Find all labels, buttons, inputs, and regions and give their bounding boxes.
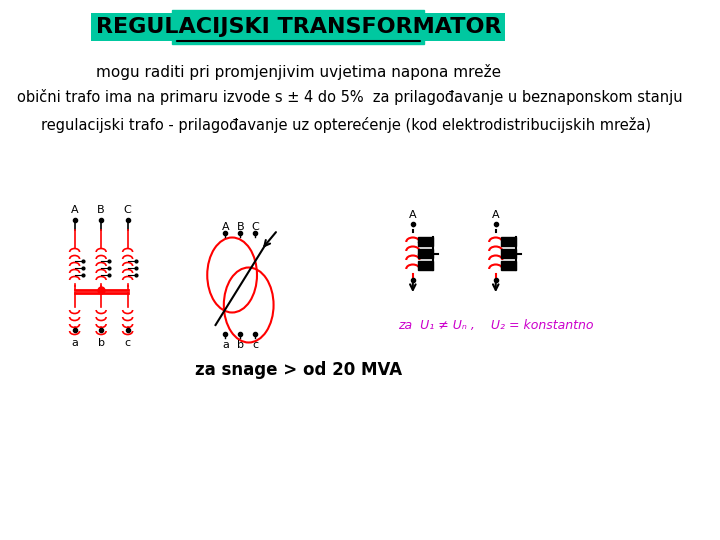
Text: za  U₁ ≠ Uₙ ,    U₂ = konstantno: za U₁ ≠ Uₙ , U₂ = konstantno	[398, 319, 593, 332]
FancyBboxPatch shape	[172, 10, 425, 44]
Text: b: b	[98, 338, 104, 348]
Bar	[500, 237, 516, 246]
Text: A: A	[222, 222, 229, 232]
Text: c: c	[125, 338, 131, 348]
Text: A: A	[71, 205, 78, 215]
Text: c: c	[252, 340, 258, 350]
Text: REGULACIJSKI TRANSFORMATOR: REGULACIJSKI TRANSFORMATOR	[96, 17, 501, 37]
Text: obični trafo ima na primaru izvode s ± 4 do 5%  za prilagođavanje u beznaponskom: obični trafo ima na primaru izvode s ± 4…	[17, 89, 683, 105]
Text: a: a	[71, 338, 78, 348]
Bar	[418, 249, 433, 258]
Text: A: A	[492, 210, 500, 220]
Text: mogu raditi pri promjenjivim uvjetima napona mreže: mogu raditi pri promjenjivim uvjetima na…	[96, 64, 501, 80]
Text: A: A	[409, 210, 417, 220]
Text: za snage > od 20 MVA: za snage > od 20 MVA	[195, 361, 402, 379]
Text: C: C	[124, 205, 132, 215]
Text: regulacijski trafo - prilagođavanje uz opterećenje (kod elektrodistribucijskih m: regulacijski trafo - prilagođavanje uz o…	[42, 117, 652, 133]
Text: B: B	[97, 205, 105, 215]
Text: C: C	[251, 222, 259, 232]
Bar	[418, 237, 433, 246]
Text: a: a	[222, 340, 229, 350]
Text: B: B	[237, 222, 244, 232]
Bar	[418, 261, 433, 270]
Bar	[500, 249, 516, 258]
Text: b: b	[237, 340, 244, 350]
Bar	[500, 261, 516, 270]
